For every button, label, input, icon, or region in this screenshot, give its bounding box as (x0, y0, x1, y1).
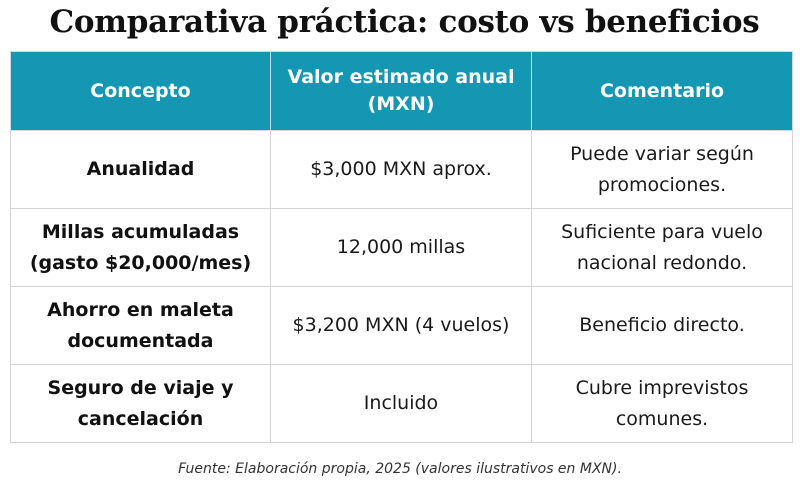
row-value: $3,200 MXN (4 vuelos) (270, 286, 532, 365)
table-row: Anualidad $3,000 MXN aprox. Puede variar… (10, 130, 793, 209)
table-row: Ahorro en maleta documentada $3,200 MXN … (10, 286, 793, 365)
row-value: $3,000 MXN aprox. (270, 130, 532, 209)
row-comment: Beneficio directo. (531, 286, 793, 365)
column-header-comment: Comentario (531, 51, 793, 131)
row-concept: Seguro de viaje y cancelación (10, 364, 271, 443)
column-header-value: Valor estimado anual (MXN) (270, 51, 532, 131)
row-concept: Millas acumuladas (gasto $20,000/mes) (10, 208, 271, 287)
comparison-table: Concepto Valor estimado anual (MXN) Come… (10, 51, 793, 443)
table-header-row: Concepto Valor estimado anual (MXN) Come… (10, 51, 793, 131)
row-comment: Cubre imprevistos comunes. (531, 364, 793, 443)
row-comment: Suficiente para vuelo nacional redondo. (531, 208, 793, 287)
table-row: Seguro de viaje y cancelación Incluido C… (10, 364, 793, 443)
row-concept: Ahorro en maleta documentada (10, 286, 271, 365)
row-value: 12,000 millas (270, 208, 532, 287)
row-value: Incluido (270, 364, 532, 443)
source-note: Fuente: Elaboración propia, 2025 (valore… (178, 461, 622, 477)
row-concept: Anualidad (10, 130, 271, 209)
column-header-concept: Concepto (10, 51, 271, 131)
table-row: Millas acumuladas (gasto $20,000/mes) 12… (10, 208, 793, 287)
page-title: Comparativa práctica: costo vs beneficio… (49, 4, 760, 40)
row-comment: Puede variar según promociones. (531, 130, 793, 209)
